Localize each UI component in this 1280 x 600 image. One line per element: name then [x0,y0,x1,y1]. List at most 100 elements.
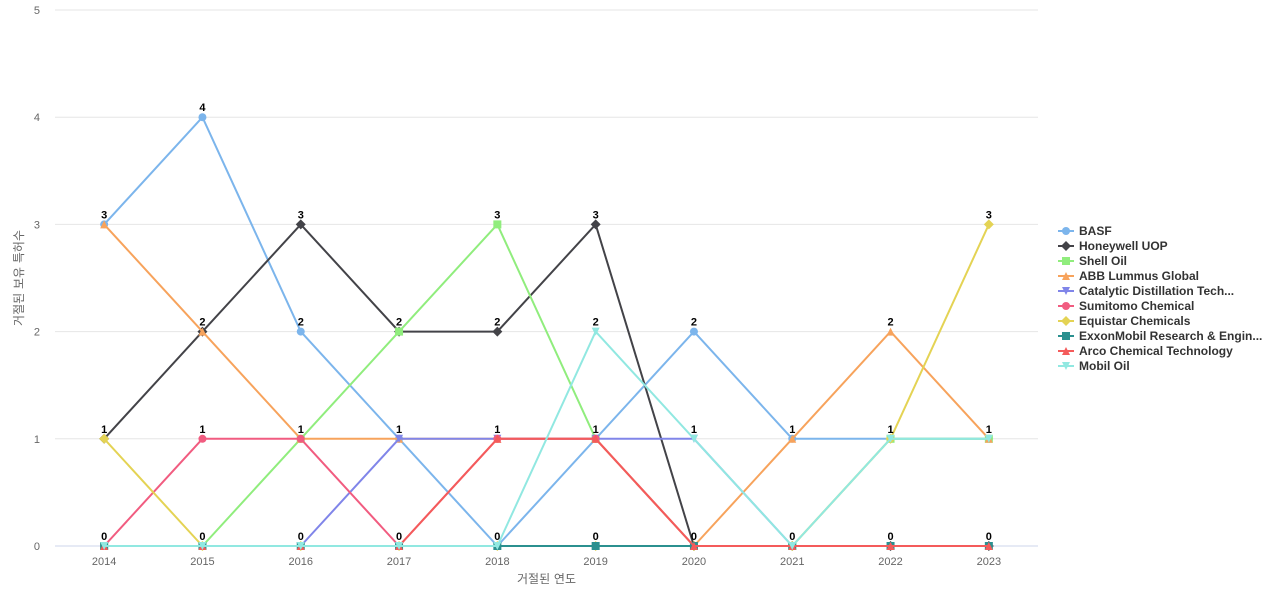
y-axis-title: 거절된 보유 특허수 [12,230,26,326]
data-label: 1 [691,424,697,436]
data-point [198,542,207,550]
data-point [198,113,207,122]
data-point [689,327,698,336]
x-tick-label: 2015 [190,556,214,568]
data-point [395,327,404,336]
data-label: 0 [986,531,992,543]
legend-label: Equistar Chemicals [1079,314,1191,328]
data-label: 2 [887,317,893,329]
data-point [493,542,502,550]
legend-marker [1062,362,1070,370]
data-point [296,542,305,550]
legend-item-catalytic-distillation-tech[interactable]: Catalytic Distillation Tech... [1058,284,1234,298]
series-line [103,330,990,547]
series-shell-oil [100,220,993,550]
data-label: 0 [199,531,205,543]
data-label: 1 [101,424,107,436]
data-point [198,434,207,443]
y-tick-label: 5 [34,5,40,17]
data-label: 1 [494,424,500,436]
data-point [591,327,600,336]
data-label: 3 [986,209,992,221]
legend-marker [1062,347,1070,355]
x-tick-label: 2017 [387,556,411,568]
legend-marker [1062,332,1070,340]
legend-marker [1061,316,1071,326]
legend-label: Shell Oil [1079,254,1127,268]
x-tick-label: 2014 [92,556,116,568]
data-label: 1 [789,424,795,436]
legend-item-arco-chemical-technology[interactable]: Arco Chemical Technology [1058,344,1233,358]
legend-marker [1061,241,1071,251]
data-label: 2 [396,317,402,329]
data-label: 3 [494,209,500,221]
data-point [395,434,404,443]
legend-label: BASF [1079,224,1112,238]
y-tick-label: 1 [34,434,40,446]
legend-marker [1062,272,1070,280]
x-tick-label: 2018 [485,556,509,568]
legend-item-mobil-oil[interactable]: Mobil Oil [1058,359,1130,373]
data-label: 1 [396,424,402,436]
legend-item-abb-lummus-global[interactable]: ABB Lummus Global [1058,269,1199,283]
x-tick-label: 2023 [977,556,1001,568]
data-label: 0 [298,531,304,543]
series-honeywell-uop [99,219,994,551]
data-label: 2 [593,317,599,329]
data-label: 0 [593,531,599,543]
data-label: 2 [691,317,697,329]
series-mobil-oil [100,327,993,550]
y-tick-label: 0 [34,541,40,553]
data-point [984,434,993,443]
legend-item-exxonmobil-research-engin[interactable]: ExxonMobil Research & Engin... [1058,329,1262,343]
series-abb-lummus-global [100,220,993,550]
x-tick-label: 2020 [682,556,706,568]
legend-item-sumitomo-chemical[interactable]: Sumitomo Chemical [1058,299,1194,313]
data-label: 0 [101,531,107,543]
data-label: 0 [691,531,697,543]
legend-marker [1062,302,1070,310]
x-tick-label: 2019 [583,556,607,568]
data-point [591,434,600,443]
data-label: 2 [199,317,205,329]
legend-item-shell-oil[interactable]: Shell Oil [1058,254,1127,268]
y-tick-label: 2 [34,327,40,339]
x-axis-title: 거절된 연도 [517,572,576,586]
data-label: 3 [101,209,107,221]
data-label: 2 [298,317,304,329]
data-label: 0 [887,531,893,543]
data-point [591,542,600,550]
series-line [103,223,990,547]
series-line [103,116,990,547]
legend-label: Catalytic Distillation Tech... [1079,284,1234,298]
data-point [198,327,207,336]
data-point [590,219,601,230]
data-point [492,326,503,337]
data-point [395,542,404,550]
grid-lines [55,9,1038,440]
x-tick-label: 2016 [289,556,313,568]
data-point [886,542,895,550]
data-point [788,434,797,443]
legend-label: Honeywell UOP [1079,239,1168,253]
legend-label: Arco Chemical Technology [1079,344,1233,358]
data-point [99,433,110,444]
legend-item-basf[interactable]: BASF [1058,224,1112,238]
data-label: 1 [986,424,992,436]
data-label: 4 [199,102,206,114]
legend-item-honeywell-uop[interactable]: Honeywell UOP [1058,239,1168,253]
data-point [100,542,109,550]
data-label: 0 [789,531,795,543]
legend-item-equistar-chemicals[interactable]: Equistar Chemicals [1058,314,1191,328]
legend-marker [1062,257,1070,265]
data-point [886,434,895,443]
data-point [296,434,305,443]
data-point [689,542,698,550]
series-equistar-chemicals [99,219,994,551]
data-point [493,220,502,229]
data-label: 3 [298,209,304,221]
data-label: 1 [199,424,205,436]
data-label: 0 [494,531,500,543]
